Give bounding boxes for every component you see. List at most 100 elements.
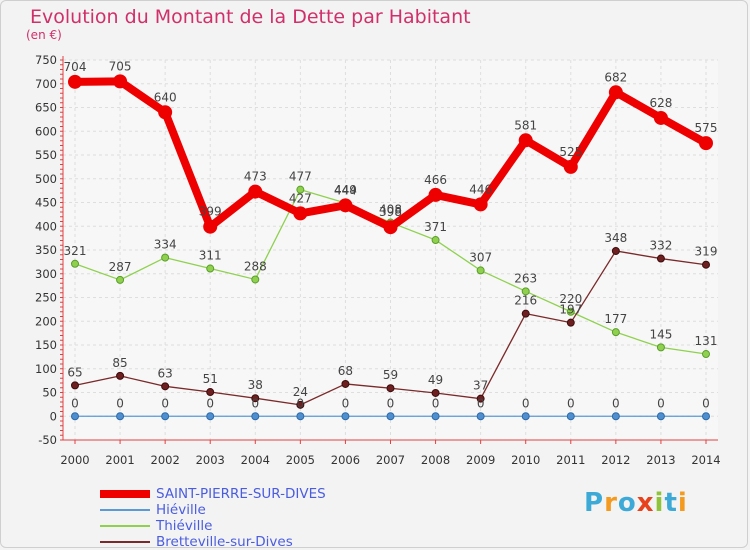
data-label-series-0: 705 xyxy=(109,59,132,73)
logo-letter: t xyxy=(664,488,678,518)
data-point-series-1 xyxy=(161,412,170,421)
data-label-series-0: 398 xyxy=(379,205,402,219)
data-label-series-0: 628 xyxy=(649,96,672,110)
data-label-series-1: 0 xyxy=(251,396,259,410)
data-point-series-1 xyxy=(206,412,215,421)
data-label-series-2: 408 xyxy=(379,202,402,216)
data-point-series-0 xyxy=(158,105,173,120)
data-point-series-0 xyxy=(68,74,82,89)
data-point-series-1 xyxy=(702,412,710,421)
data-point-series-3 xyxy=(251,394,260,403)
logo-letter: x xyxy=(636,488,655,518)
data-point-series-0 xyxy=(293,206,308,221)
data-label-series-1: 0 xyxy=(567,396,575,410)
x-tick-label: 2013 xyxy=(646,453,675,467)
data-point-series-1 xyxy=(431,412,440,421)
data-label-series-3: 59 xyxy=(383,368,398,382)
data-label-series-3: 85 xyxy=(112,356,127,370)
data-point-series-2 xyxy=(116,275,125,284)
data-point-series-0 xyxy=(608,85,623,100)
x-tick-label: 2008 xyxy=(421,453,450,467)
legend-label: Bretteville-sur-Dives xyxy=(156,534,293,550)
data-label-series-1: 0 xyxy=(161,396,169,410)
data-label-series-3: 49 xyxy=(428,373,443,387)
data-label-series-3: 51 xyxy=(203,372,218,386)
data-point-series-2 xyxy=(431,236,440,245)
data-point-series-1 xyxy=(71,412,79,421)
data-label-series-2: 477 xyxy=(289,170,312,184)
data-label-series-2: 311 xyxy=(199,249,222,263)
data-point-series-0 xyxy=(113,74,128,89)
legend-label: SAINT-PIERRE-SUR-DIVES xyxy=(156,486,326,502)
data-label-series-1: 0 xyxy=(522,396,530,410)
y-tick-label: 650 xyxy=(35,101,57,115)
data-label-series-0: 427 xyxy=(289,191,312,205)
data-label-series-0: 466 xyxy=(424,173,447,187)
data-label-series-2: 177 xyxy=(604,312,627,326)
data-point-series-0 xyxy=(653,110,668,125)
data-point-series-0 xyxy=(203,219,218,234)
y-tick-label: -50 xyxy=(38,433,57,447)
data-label-series-0: 444 xyxy=(334,183,357,197)
y-tick-label: 0 xyxy=(50,409,57,423)
data-label-series-2: 307 xyxy=(469,250,492,264)
data-point-series-2 xyxy=(161,253,170,262)
data-point-series-3 xyxy=(656,254,665,263)
data-label-series-1: 0 xyxy=(612,396,620,410)
chart-title: Evolution du Montant de la Dette par Hab… xyxy=(30,6,471,28)
data-point-series-0 xyxy=(338,198,353,213)
legend-label: Hiéville xyxy=(156,502,206,518)
data-label-series-1: 0 xyxy=(116,396,124,410)
data-label-series-0: 682 xyxy=(604,70,627,84)
logo-letter: i xyxy=(654,488,665,518)
y-tick-label: 200 xyxy=(35,314,57,328)
data-label-series-3: 37 xyxy=(473,379,488,393)
data-label-series-1: 0 xyxy=(432,396,440,410)
logo-letter: i xyxy=(677,488,688,518)
data-point-series-1 xyxy=(116,412,125,421)
data-label-series-1: 0 xyxy=(702,396,710,410)
data-point-series-0 xyxy=(518,133,533,148)
data-point-series-3 xyxy=(71,381,79,390)
data-point-series-3 xyxy=(476,394,485,403)
legend-swatch xyxy=(100,509,150,511)
data-label-series-1: 0 xyxy=(387,396,395,410)
data-label-series-1: 0 xyxy=(477,396,485,410)
data-point-series-1 xyxy=(656,412,665,421)
x-tick-label: 2010 xyxy=(511,453,540,467)
data-point-series-0 xyxy=(563,159,578,174)
data-point-series-3 xyxy=(386,384,395,393)
data-point-series-2 xyxy=(476,266,485,275)
data-label-series-3: 65 xyxy=(67,365,82,379)
data-point-series-3 xyxy=(431,388,440,397)
y-tick-label: 150 xyxy=(35,338,57,352)
x-tick-label: 2000 xyxy=(60,453,89,467)
data-label-series-3: 216 xyxy=(514,294,537,308)
data-label-series-0: 446 xyxy=(469,182,492,196)
data-point-series-2 xyxy=(702,350,710,359)
x-tick-label: 2014 xyxy=(691,453,720,467)
data-point-series-3 xyxy=(341,379,350,388)
data-label-series-2: 321 xyxy=(64,244,87,258)
data-point-series-3 xyxy=(296,400,305,409)
y-tick-label: 300 xyxy=(35,267,57,281)
data-point-series-2 xyxy=(521,287,530,296)
data-point-series-1 xyxy=(476,412,485,421)
y-tick-label: 50 xyxy=(42,386,57,400)
data-label-series-3: 348 xyxy=(604,231,627,245)
data-point-series-3 xyxy=(521,309,530,318)
data-point-series-1 xyxy=(611,412,620,421)
data-label-series-3: 63 xyxy=(158,366,173,380)
data-point-series-3 xyxy=(566,318,575,327)
data-point-series-1 xyxy=(341,412,350,421)
y-unit-label: (en €) xyxy=(26,28,62,42)
y-tick-label: 100 xyxy=(35,362,57,376)
data-point-series-2 xyxy=(611,328,620,337)
legend-swatch xyxy=(100,525,150,527)
data-label-series-2: 287 xyxy=(109,260,132,274)
x-tick-label: 2001 xyxy=(105,453,134,467)
y-tick-label: 350 xyxy=(35,243,57,257)
x-tick-label: 2009 xyxy=(466,453,495,467)
data-point-series-0 xyxy=(383,220,398,235)
data-label-series-0: 575 xyxy=(695,121,718,135)
